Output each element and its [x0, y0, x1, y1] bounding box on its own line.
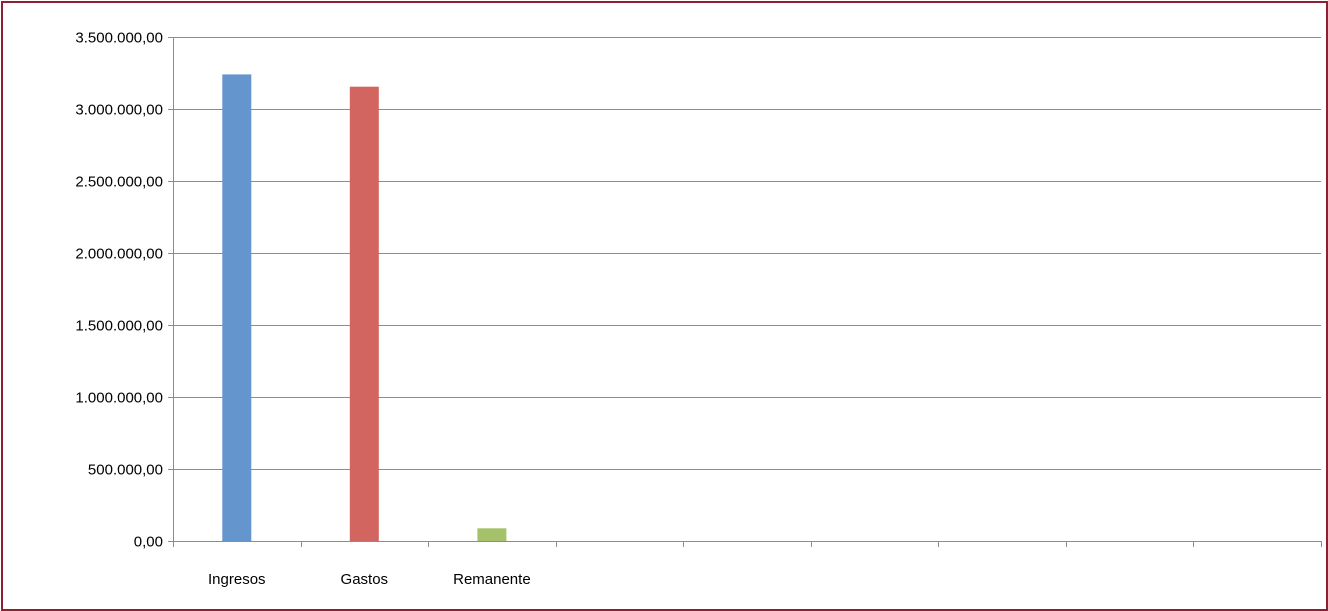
y-tick-labels: 0,00 500.000,00 1.000.000,00 1.500.000,00 2.…: [75, 30, 163, 551]
bar-gastos: [349, 86, 379, 541]
gridlines: [173, 37, 1321, 470]
y-tick-label: 500.000,00: [88, 462, 163, 479]
axes: [168, 37, 1322, 547]
x-tick-label: Remanente: [453, 571, 531, 588]
y-tick-label: 3.500.000,00: [75, 30, 163, 47]
bar-remanente: [477, 528, 507, 541]
bar-ingresos: [222, 74, 252, 542]
bars: [222, 74, 507, 542]
x-tick-label: Ingresos: [208, 571, 266, 588]
y-tick-label: 3.000.000,00: [75, 102, 163, 119]
y-tick-label: 2.500.000,00: [75, 174, 163, 191]
y-tick-label: 1.000.000,00: [75, 390, 163, 407]
x-tick-label: Gastos: [341, 571, 389, 588]
y-tick-label: 2.000.000,00: [75, 246, 163, 263]
x-tick-labels: Ingresos Gastos Remanente: [208, 571, 531, 588]
y-tick-label: 1.500.000,00: [75, 318, 163, 335]
y-tick-label: 0,00: [134, 534, 163, 551]
